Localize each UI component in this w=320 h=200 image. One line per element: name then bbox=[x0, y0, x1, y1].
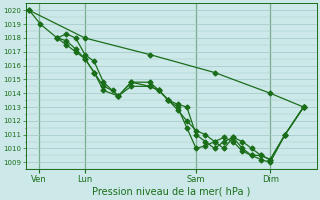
X-axis label: Pression niveau de la mer( hPa ): Pression niveau de la mer( hPa ) bbox=[92, 187, 250, 197]
